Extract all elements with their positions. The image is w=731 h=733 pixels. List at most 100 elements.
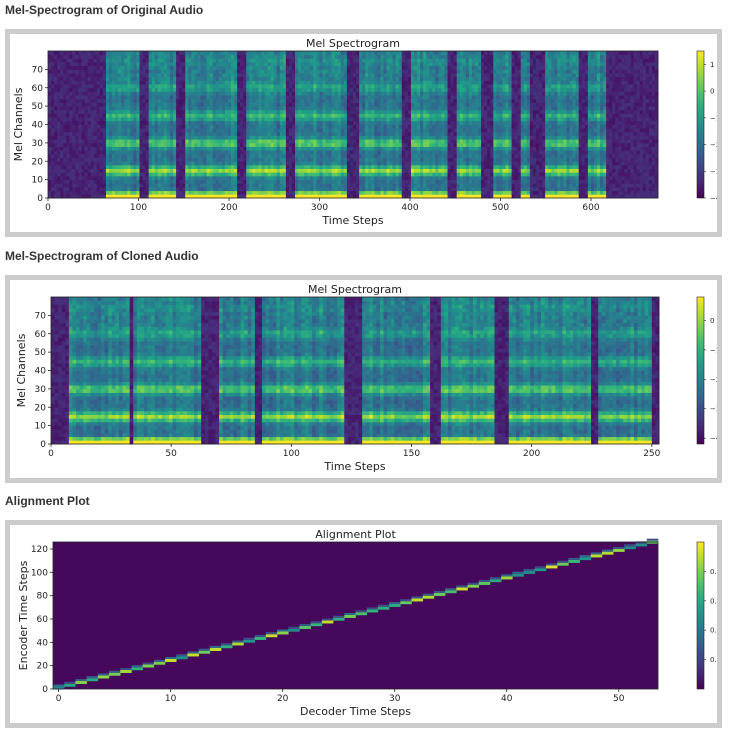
heatmap-cell [90, 194, 95, 199]
heatmap-cell [340, 183, 345, 188]
heatmap-cell [276, 98, 281, 103]
heatmap-cell [54, 106, 58, 111]
heatmap-cell [276, 76, 281, 81]
heatmap-cell [182, 179, 186, 184]
heatmap-cell [349, 168, 354, 173]
heatmap-cell [166, 51, 171, 56]
heatmap-cell [130, 95, 134, 100]
heatmap-cell [127, 124, 131, 129]
heatmap-cell [176, 150, 180, 155]
heatmap-cell [288, 190, 293, 195]
heatmap-cell [267, 51, 272, 56]
heatmap-cell [105, 135, 110, 140]
heatmap-cell [249, 172, 253, 177]
heatmap-cell [304, 175, 308, 181]
heatmap-cell [404, 194, 409, 199]
heatmap-cell [127, 131, 131, 136]
heatmap-cell [267, 106, 272, 111]
heatmap-cell [343, 190, 348, 195]
heatmap-cell [157, 153, 162, 158]
heatmap-cell [304, 73, 308, 78]
heatmap-cell [130, 190, 134, 195]
heatmap-cell [69, 146, 73, 151]
heatmap-cell [252, 62, 256, 67]
heatmap-cell [227, 120, 232, 125]
heatmap-cell [142, 102, 146, 107]
heatmap-cell [124, 131, 128, 136]
heatmap-cell [99, 51, 104, 56]
heatmap-cell [48, 51, 52, 56]
heatmap-cell [362, 161, 366, 166]
heatmap-cell [392, 135, 397, 140]
heatmap-cell [340, 150, 345, 155]
heatmap-cell [81, 142, 85, 147]
heatmap-cell [273, 153, 278, 158]
heatmap-cell [362, 91, 366, 96]
heatmap-cell [353, 131, 357, 136]
heatmap-cell [57, 113, 61, 118]
heatmap-cell [206, 109, 211, 114]
heatmap-cell [48, 164, 52, 169]
heatmap-cell [264, 80, 268, 85]
heatmap-cell [63, 76, 67, 81]
heatmap-cell [66, 135, 70, 140]
heatmap-cell [353, 179, 357, 184]
heatmap-cell [398, 109, 403, 114]
heatmap-cell [109, 62, 113, 67]
heatmap-cell [69, 139, 73, 144]
heatmap-cell [237, 98, 241, 103]
heatmap-cell [386, 102, 390, 107]
heatmap-cell [60, 98, 64, 103]
heatmap-cell [279, 168, 284, 173]
heatmap-cell [365, 186, 369, 192]
heatmap-cell [420, 150, 424, 155]
heatmap-cell [224, 106, 229, 111]
heatmap-cell [249, 164, 253, 169]
heatmap-cell [377, 58, 381, 63]
heatmap-cell [377, 153, 381, 158]
heatmap-cell [307, 76, 311, 81]
heatmap-cell [340, 135, 345, 140]
heatmap-cell [130, 128, 134, 133]
heatmap-cell [392, 124, 397, 129]
heatmap-cell [331, 183, 336, 188]
heatmap-cell [197, 91, 201, 96]
heatmap-cell [66, 73, 70, 78]
heatmap-cell [328, 73, 333, 78]
heatmap-cell [307, 58, 311, 63]
heatmap-cell [313, 84, 317, 89]
heatmap-cell [182, 109, 186, 114]
heatmap-cell [218, 139, 223, 144]
heatmap-cell [215, 102, 220, 107]
heatmap-cell [54, 113, 58, 118]
heatmap-cell [276, 87, 281, 92]
heatmap-cell [420, 102, 424, 107]
heatmap-cell [127, 164, 131, 169]
heatmap-cell [282, 135, 287, 140]
heatmap-cell [255, 80, 259, 85]
heatmap-cell [346, 161, 351, 166]
heatmap-cell [374, 179, 378, 184]
heatmap-cell [285, 80, 290, 85]
heatmap-cell [166, 69, 171, 74]
heatmap-cell [227, 54, 232, 59]
heatmap-cell [285, 106, 290, 111]
heatmap-cell [191, 139, 195, 144]
heatmap-cell [78, 91, 82, 96]
heatmap-cell [163, 168, 168, 173]
heatmap-cell [243, 95, 247, 100]
heatmap-cell [410, 62, 415, 67]
heatmap-cell [54, 84, 58, 89]
heatmap-cell [243, 124, 247, 129]
heatmap-cell [392, 150, 397, 155]
heatmap-cell [102, 65, 107, 70]
heatmap-cell [197, 102, 201, 107]
heatmap-cell [93, 146, 98, 151]
heatmap-cell [316, 157, 320, 162]
heatmap-cell [160, 175, 165, 181]
heatmap-cell [87, 168, 92, 173]
heatmap-cell [343, 98, 348, 103]
heatmap-cell [166, 157, 171, 162]
heatmap-cell [99, 153, 104, 158]
heatmap-cell [84, 80, 89, 85]
